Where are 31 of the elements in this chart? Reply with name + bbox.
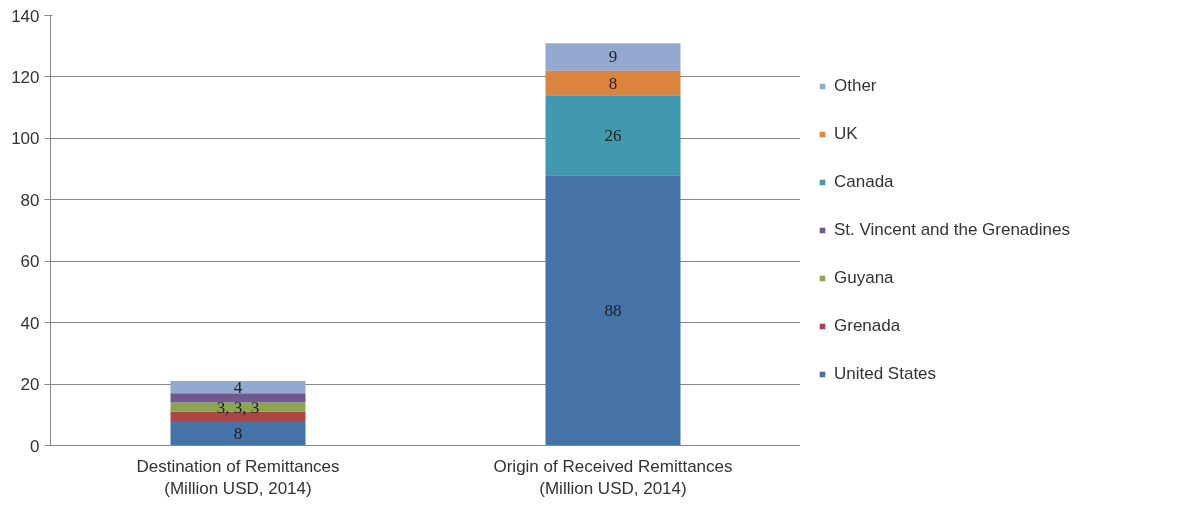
bar bbox=[545, 175, 681, 446]
bar bbox=[170, 420, 306, 446]
legend-label: Guyana bbox=[834, 268, 894, 288]
y-tick-label: 40 bbox=[20, 313, 40, 333]
data-label: 88 bbox=[604, 300, 622, 320]
y-tick-label: 80 bbox=[20, 190, 40, 210]
legend-label: Canada bbox=[834, 172, 894, 192]
y-tick-label: 60 bbox=[20, 252, 40, 272]
data-label: 4 bbox=[233, 377, 243, 397]
y-tick-label: 0 bbox=[30, 436, 40, 456]
y-tick-label: 120 bbox=[11, 67, 40, 87]
y-tick-label: 20 bbox=[20, 375, 40, 395]
data-label: 8 bbox=[233, 423, 243, 443]
legend-label: St. Vincent and the Grenadines bbox=[834, 220, 1070, 240]
data-label: 3, 3, 3 bbox=[216, 397, 260, 417]
y-tick-label: 100 bbox=[11, 129, 40, 149]
y-tick-label: 140 bbox=[11, 6, 40, 26]
bar bbox=[170, 381, 306, 394]
data-label: 26 bbox=[604, 125, 622, 145]
data-label: 9 bbox=[608, 47, 618, 67]
legend-label: United States bbox=[834, 364, 937, 384]
bar bbox=[545, 70, 681, 96]
bar bbox=[545, 43, 681, 71]
legend-label: Other bbox=[834, 76, 877, 96]
bar bbox=[170, 393, 306, 403]
bar bbox=[545, 95, 681, 176]
legend-label: UK bbox=[834, 124, 858, 144]
x-tick-label: Origin of Received Remittances (Million USD, 2014) bbox=[493, 456, 733, 499]
x-tick-label: Destination of Remittances (Million USD, 2014) bbox=[136, 456, 340, 499]
data-label: 8 bbox=[608, 73, 618, 93]
legend-label: Grenada bbox=[834, 316, 901, 336]
